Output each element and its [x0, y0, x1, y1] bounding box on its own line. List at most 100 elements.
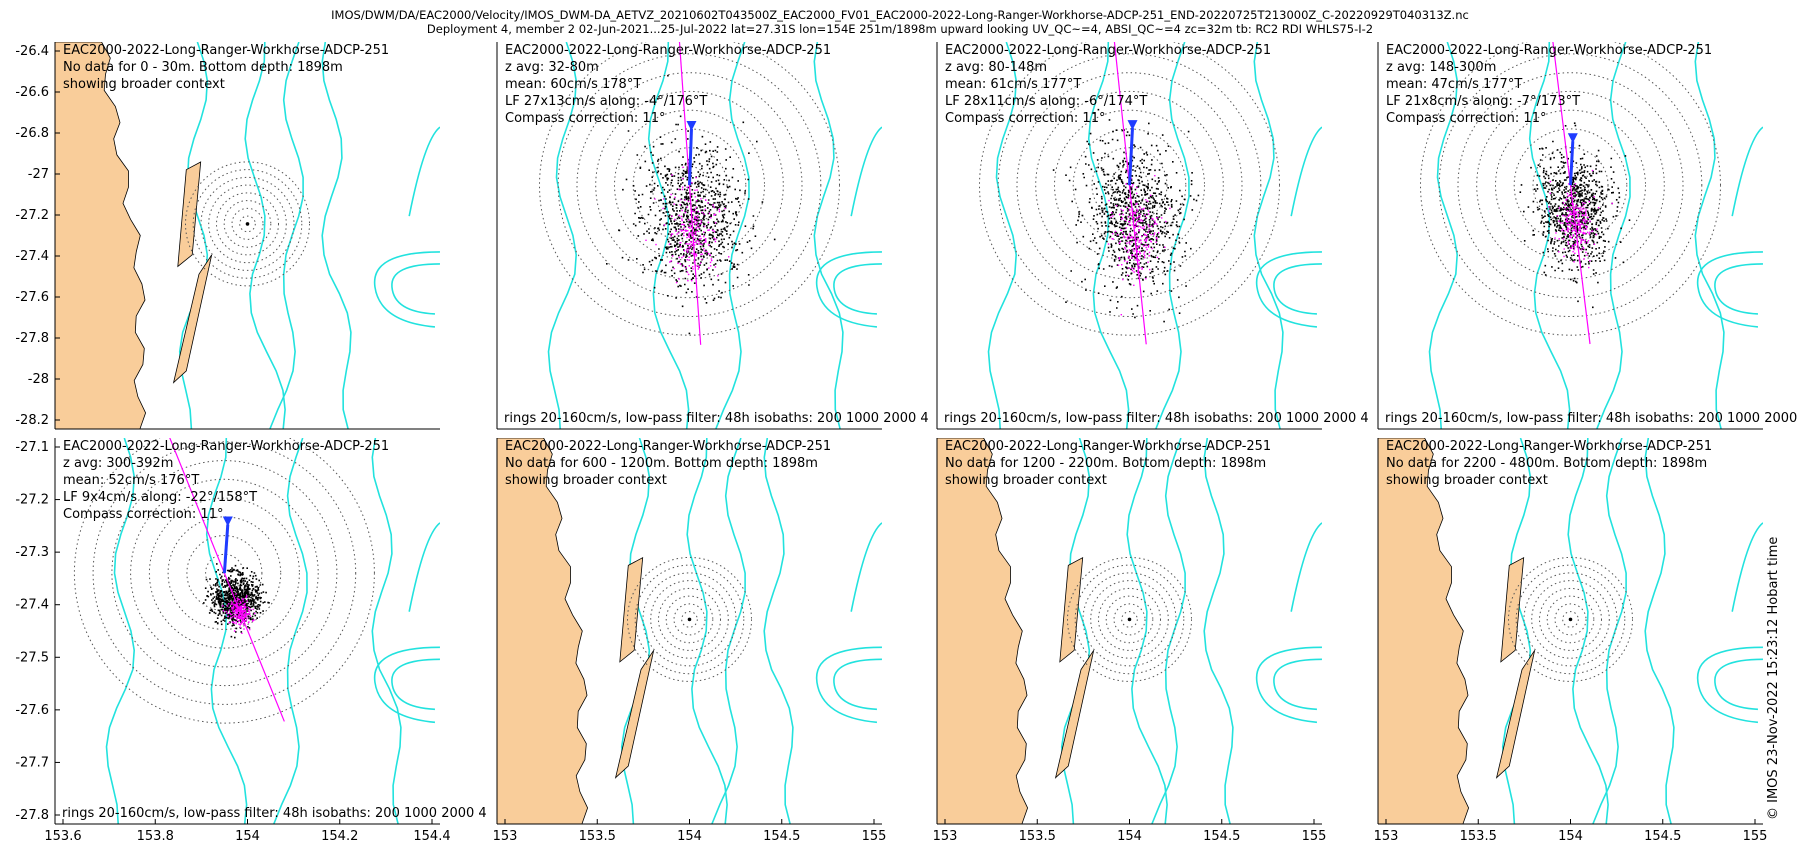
panel-text-line: EAC2000-2022-Long-Ranger-Workhorse-ADCP-…	[505, 43, 831, 58]
speed-ring	[1072, 128, 1187, 242]
isobath-line	[1528, 42, 1571, 429]
x-tick-label: 153.5	[1460, 829, 1497, 844]
speed-ring	[1420, 42, 1721, 336]
speed-ring	[595, 90, 784, 280]
panel-text-line: EAC2000-2022-Long-Ranger-Workhorse-ADCP-…	[945, 43, 1271, 58]
y-tick-label: -27.1	[15, 440, 49, 455]
panel-text-line: EAC2000-2022-Long-Ranger-Workhorse-ADCP-…	[63, 439, 389, 454]
x-tick-label: 153.6	[44, 829, 81, 844]
panel-text-line: showing broader context	[945, 473, 1107, 488]
speed-ring	[1082, 572, 1177, 667]
velocity-scatter	[1519, 122, 1631, 309]
isobath-line	[373, 251, 440, 328]
mean-arrow-head	[686, 120, 697, 131]
land-mass	[1378, 438, 1470, 824]
panel-text-line: mean: 52cm/s 176°T	[63, 473, 199, 488]
panel-footer-text: rings 20-160cm/s, low-pass filter: 48h i…	[62, 806, 487, 821]
velocity-scatter	[1052, 108, 1200, 323]
speed-ring	[1090, 580, 1169, 659]
isobath-line	[1694, 42, 1725, 429]
isobath-line	[205, 438, 248, 824]
panel-text-line: LF 27x13cm/s along: -4°/176°T	[505, 94, 707, 109]
island	[172, 254, 213, 384]
speed-ring	[670, 165, 709, 205]
speed-ring	[1098, 587, 1161, 651]
plot-area	[497, 438, 882, 824]
y-tick-label: -27.7	[15, 755, 49, 770]
x-tick-label: 154.4	[413, 829, 450, 844]
y-tick-label: -26.8	[15, 126, 49, 141]
y-tick-label: -27.2	[15, 208, 49, 223]
mooring-marker	[687, 617, 692, 622]
speed-ring	[627, 556, 752, 682]
credit-text: © IMOS 23-Nov-2022 15:23:12 Hobart time	[1766, 536, 1781, 820]
isobath-line	[1428, 42, 1459, 429]
speed-ring	[1531, 580, 1610, 659]
x-tick-label: 153	[933, 829, 958, 844]
isobath-line	[987, 42, 1018, 429]
panel-bottom-3: EAC2000-2022-Long-Ranger-Workhorse-ADCP-…	[933, 438, 1327, 844]
isobath-line	[711, 438, 746, 824]
isobath-line	[371, 438, 402, 824]
island	[1500, 556, 1525, 663]
speed-ring	[200, 176, 295, 271]
panel-text-line: mean: 60cm/s 178°T	[505, 77, 641, 92]
island	[1059, 556, 1084, 663]
panel-footer-text: rings 20-160cm/s, low-pass filter: 48h i…	[1385, 411, 1800, 426]
y-tick-label: -27	[28, 167, 49, 182]
isobath-line	[1592, 438, 1627, 824]
speed-ring	[1121, 611, 1138, 628]
panel-bottom-2: EAC2000-2022-Long-Ranger-Workhorse-ADCP-…	[493, 438, 886, 844]
y-tick-label: -27.2	[15, 493, 49, 508]
speed-ring	[167, 516, 282, 630]
speed-ring	[1035, 90, 1224, 280]
isobath-line	[1151, 438, 1186, 824]
speed-ring	[130, 478, 319, 668]
speed-ring	[1554, 603, 1587, 636]
speed-ring	[73, 438, 375, 724]
lowpass-points	[645, 166, 730, 284]
isobath-line	[1253, 42, 1284, 429]
panel-bottom-1: EAC2000-2022-Long-Ranger-Workhorse-ADCP-…	[15, 438, 487, 844]
x-tick-label: 155	[1302, 829, 1327, 844]
speed-ring	[1508, 556, 1633, 682]
isobath-line	[850, 522, 882, 612]
speed-ring	[1016, 72, 1243, 299]
x-tick-label: 154	[1558, 829, 1583, 844]
isobath-line	[1644, 438, 1675, 824]
speed-ring	[231, 207, 264, 240]
isobath-line	[763, 438, 794, 824]
x-tick-label: 153	[493, 829, 518, 844]
plot-area	[539, 42, 882, 429]
land-mass	[937, 438, 1029, 824]
lowpass-points	[1107, 168, 1171, 316]
panel-text-line: showing broader context	[1386, 473, 1548, 488]
speed-ring	[208, 184, 287, 264]
y-tick-label: -28.2	[15, 413, 49, 428]
panel-text-line: showing broader context	[63, 77, 225, 92]
speed-ring	[1113, 603, 1146, 636]
speed-ring	[1438, 53, 1703, 317]
speed-ring	[1513, 128, 1628, 242]
mean-velocity-arrow	[688, 128, 693, 186]
x-tick-label: 153.5	[1019, 829, 1056, 844]
speed-ring	[111, 460, 338, 687]
plot-area	[1378, 438, 1763, 824]
isobath-line	[373, 646, 440, 724]
panel-text-line: Compass correction: 11°	[1386, 111, 1546, 126]
land-mass	[55, 42, 147, 429]
mean-velocity-arrow	[222, 524, 230, 574]
speed-ring	[1539, 587, 1602, 651]
mooring-marker	[245, 222, 250, 226]
island	[1495, 650, 1536, 779]
panel-footer-text: rings 20-160cm/s, low-pass filter: 48h i…	[944, 411, 1369, 426]
speed-ring	[223, 200, 272, 248]
speed-ring	[539, 42, 840, 336]
speed-ring	[576, 72, 803, 299]
panel-text-line: LF 28x11cm/s along: -6°/174°T	[945, 94, 1147, 109]
isobath-line	[715, 42, 750, 429]
isobath-line	[1290, 126, 1322, 217]
y-tick-label: -27.3	[15, 545, 49, 560]
isobath-line	[1696, 646, 1763, 724]
